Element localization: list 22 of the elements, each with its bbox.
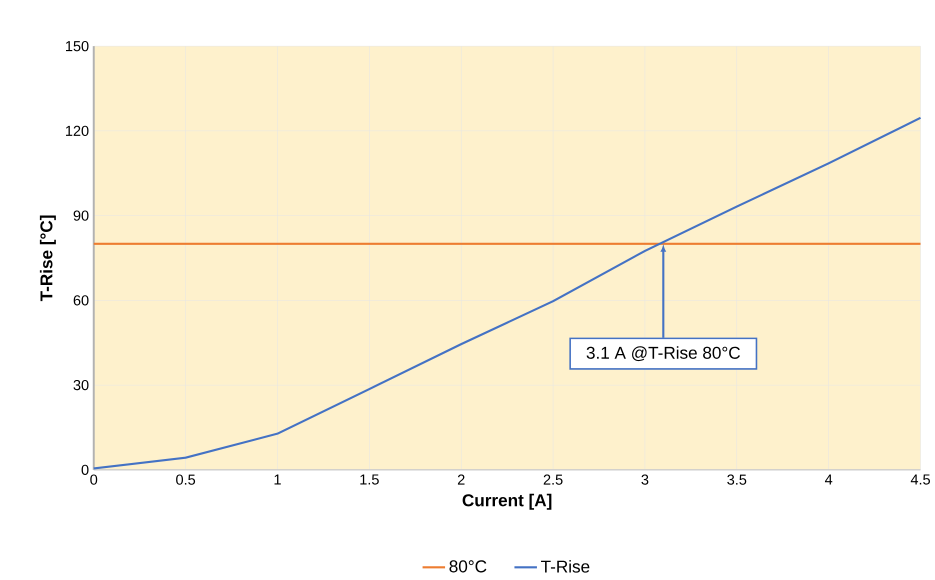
x-tick-label: 4.5 bbox=[910, 474, 930, 485]
y-tick-label: 120 bbox=[66, 126, 89, 136]
x-tick-label: 1.5 bbox=[360, 474, 379, 485]
x-tick-label: 1 bbox=[274, 474, 281, 485]
y-tick-label: 60 bbox=[74, 295, 89, 306]
x-axis-title: Current [A] bbox=[462, 494, 552, 510]
x-tick-label: 3 bbox=[641, 474, 648, 485]
legend-label: 80°C bbox=[450, 560, 486, 573]
x-tick-label: 2 bbox=[458, 474, 465, 485]
y-axis-title: T-Rise [°C] bbox=[40, 216, 56, 302]
y-tick-label: 0 bbox=[82, 464, 89, 476]
x-tick-label: 0.5 bbox=[176, 474, 196, 485]
line-series bbox=[92, 116, 922, 470]
x-tick-label: 2.5 bbox=[544, 474, 563, 485]
y-tick-label: 150 bbox=[66, 41, 89, 52]
x-tick-label: 4 bbox=[824, 474, 832, 485]
y-tick-label: 90 bbox=[74, 210, 89, 221]
y-tick-label: 30 bbox=[74, 380, 89, 390]
x-tick-label: 0 bbox=[90, 474, 98, 485]
annotation: 3.1 A @T-Rise 80°C bbox=[586, 346, 740, 362]
x-tick-label: 3.5 bbox=[727, 474, 746, 485]
legend-label: T-Rise bbox=[541, 560, 590, 573]
